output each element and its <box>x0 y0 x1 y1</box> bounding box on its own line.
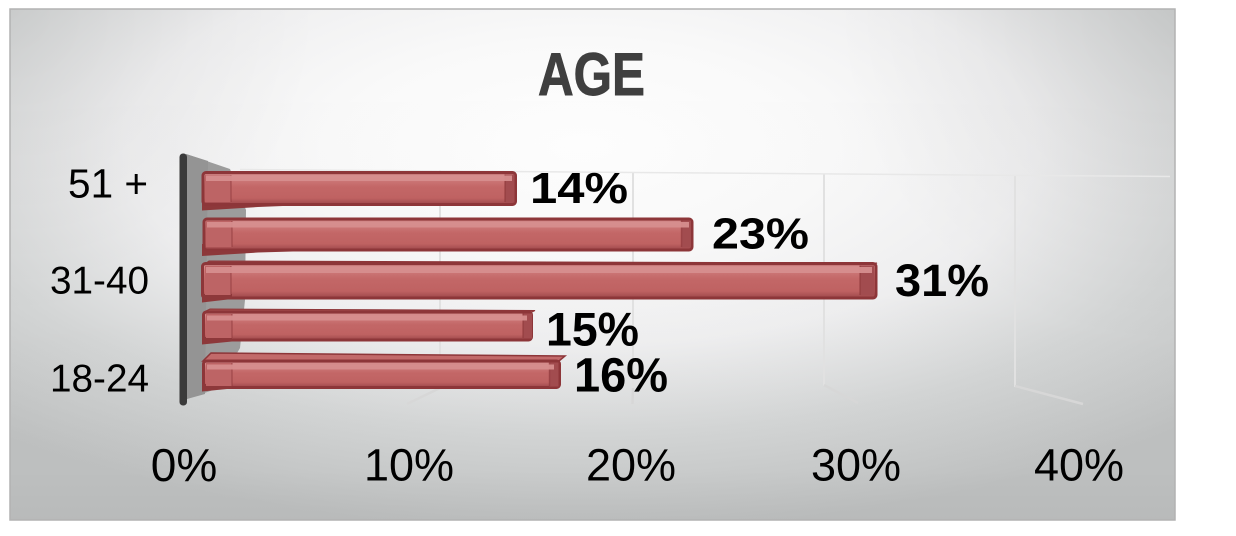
svg-text:31%: 31% <box>895 255 989 306</box>
svg-text:14%: 14% <box>530 164 628 213</box>
svg-text:15%: 15% <box>546 304 639 357</box>
svg-text:16%: 16% <box>574 350 668 403</box>
svg-text:51 +: 51 + <box>68 161 148 207</box>
svg-text:10%: 10% <box>364 440 454 491</box>
svg-text:20%: 20% <box>586 440 676 491</box>
svg-text:0%: 0% <box>151 439 217 491</box>
svg-text:31-40: 31-40 <box>50 260 149 303</box>
svg-text:23%: 23% <box>712 210 809 259</box>
svg-text:AGE: AGE <box>538 41 645 108</box>
svg-text:30%: 30% <box>811 440 901 491</box>
svg-text:18-24: 18-24 <box>50 358 149 401</box>
svg-text:40%: 40% <box>1034 440 1124 491</box>
